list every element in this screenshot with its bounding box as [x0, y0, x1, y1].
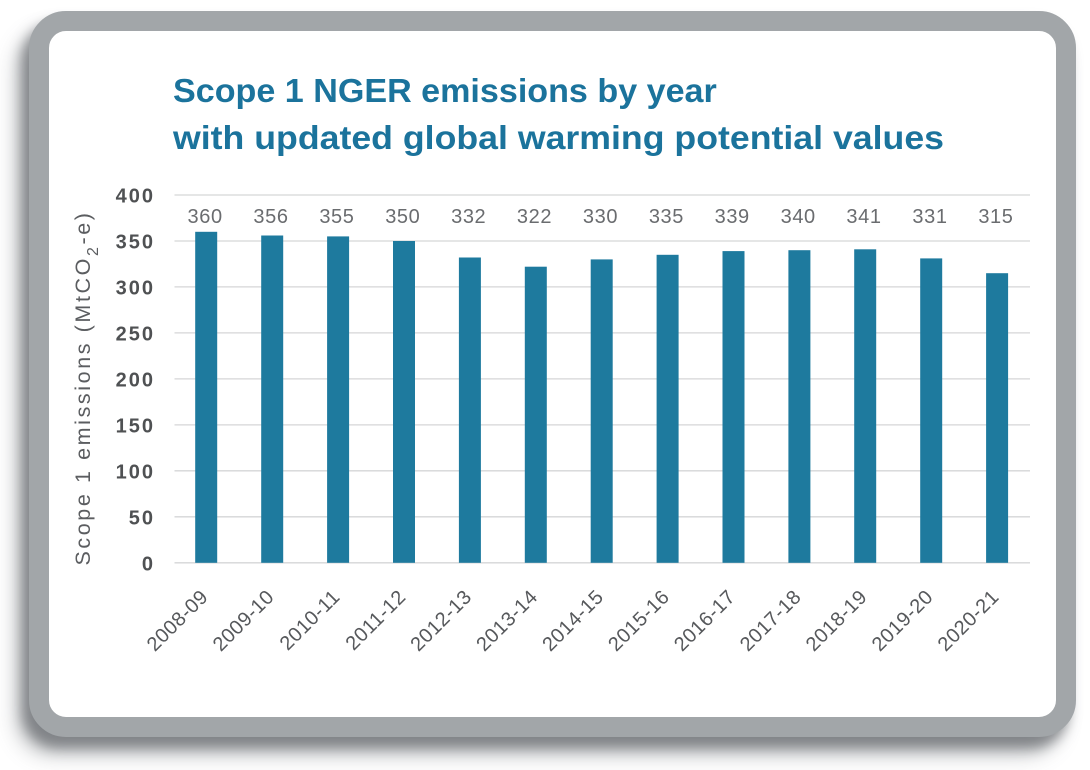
svg-text:360: 360: [188, 206, 223, 228]
svg-text:100: 100: [116, 461, 155, 483]
svg-text:322: 322: [517, 206, 552, 228]
svg-text:2013-14: 2013-14: [472, 586, 542, 656]
svg-text:341: 341: [846, 206, 881, 228]
svg-text:200: 200: [116, 370, 155, 392]
svg-text:335: 335: [649, 206, 684, 228]
svg-text:355: 355: [319, 206, 354, 228]
svg-text:332: 332: [451, 206, 486, 228]
svg-text:50: 50: [129, 507, 155, 529]
svg-text:150: 150: [116, 416, 155, 438]
svg-text:350: 350: [385, 206, 420, 228]
svg-text:300: 300: [116, 278, 155, 300]
svg-text:2020-21: 2020-21: [934, 586, 1004, 656]
svg-text:2014-15: 2014-15: [538, 586, 608, 656]
svg-text:Scope 1 emissions (MtCO2-e): Scope 1 emissions (MtCO2-e): [71, 210, 102, 565]
svg-text:400: 400: [116, 186, 155, 208]
svg-text:2015-16: 2015-16: [604, 586, 674, 656]
svg-text:250: 250: [116, 324, 155, 346]
svg-text:2009-10: 2009-10: [209, 586, 279, 656]
svg-text:339: 339: [715, 206, 750, 228]
svg-text:2018-19: 2018-19: [802, 586, 872, 656]
svg-text:2016-17: 2016-17: [670, 586, 740, 656]
svg-text:0: 0: [142, 553, 155, 575]
svg-text:331: 331: [912, 206, 947, 228]
svg-text:315: 315: [978, 206, 1013, 228]
svg-text:2008-09: 2008-09: [143, 586, 213, 656]
svg-text:330: 330: [583, 206, 618, 228]
svg-text:340: 340: [781, 206, 816, 228]
svg-text:2017-18: 2017-18: [736, 586, 806, 656]
svg-text:356: 356: [253, 206, 288, 228]
svg-text:2019-20: 2019-20: [868, 586, 938, 656]
svg-text:2012-13: 2012-13: [406, 586, 476, 656]
svg-text:2011-12: 2011-12: [342, 586, 411, 655]
svg-text:2010-11: 2010-11: [276, 586, 345, 655]
svg-text:350: 350: [116, 232, 155, 254]
